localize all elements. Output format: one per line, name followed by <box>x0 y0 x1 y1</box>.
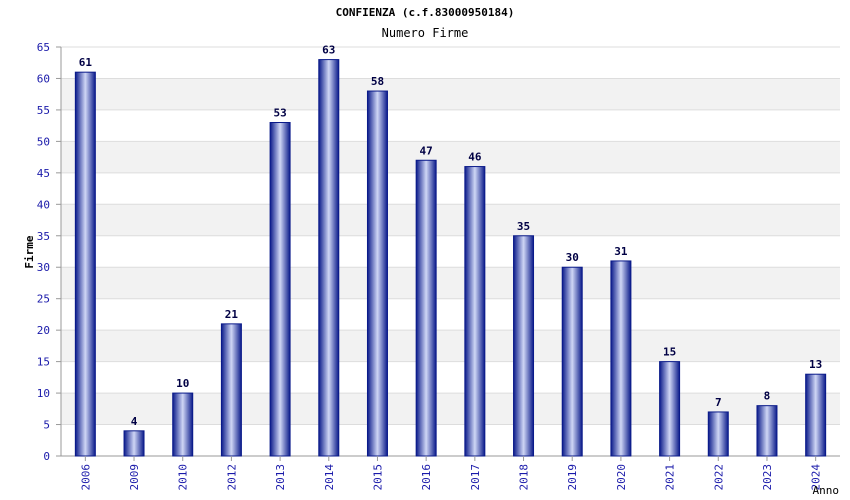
bar-2024 <box>805 373 827 457</box>
x-tick-label-2009: 2009 <box>128 464 141 491</box>
bar-2010 <box>172 392 194 457</box>
bar-2016 <box>415 159 437 457</box>
value-label-2021: 15 <box>663 346 676 359</box>
x-tick-label-2017: 2017 <box>469 464 482 491</box>
value-label-2018: 35 <box>517 220 530 233</box>
x-tick-label-2022: 2022 <box>712 464 725 491</box>
bar-2014 <box>318 59 340 457</box>
grid-band <box>61 204 840 236</box>
chart-subtitle: Numero Firme <box>381 26 469 40</box>
gridlines <box>61 46 840 457</box>
y-tick-label: 5 <box>43 419 50 432</box>
grid-band <box>61 78 840 110</box>
value-label-2022: 7 <box>715 396 722 409</box>
value-label-2006: 61 <box>79 56 93 69</box>
grid-band <box>61 267 840 299</box>
x-tick-labels: 2006 2009 2010 2012 2013 2014 2015 2016 2017 2018… <box>79 456 823 491</box>
chart-title: CONFIENZA (c.f.83000950184) <box>335 6 515 19</box>
x-tick-label-2006: 2006 <box>79 464 92 491</box>
x-tick-label-2016: 2016 <box>420 464 433 491</box>
value-label-2024: 13 <box>809 358 822 371</box>
bar-2006 <box>74 71 96 457</box>
bars <box>74 59 827 457</box>
bar-2009 <box>123 430 145 457</box>
x-tick-label-2021: 2021 <box>664 464 677 491</box>
value-labels: 61 4 10 21 53 63 58 47 46 35 30 31 15 7 8 13 <box>79 44 823 428</box>
x-tick-label-2012: 2012 <box>225 464 238 491</box>
y-tick-label: 25 <box>37 293 50 306</box>
y-tick-label: 20 <box>37 324 50 337</box>
value-label-2015: 58 <box>371 75 384 88</box>
bar-2023 <box>756 405 778 457</box>
y-tick-label: 55 <box>37 104 50 117</box>
y-axis-title: Firme <box>23 235 36 268</box>
y-tick-label: 50 <box>37 135 50 148</box>
y-tick-label: 15 <box>37 356 50 369</box>
value-label-2019: 30 <box>566 251 579 264</box>
x-tick-label-2023: 2023 <box>761 464 774 491</box>
value-label-2013: 53 <box>273 107 286 120</box>
value-label-2020: 31 <box>614 245 628 258</box>
bar-2018 <box>513 235 535 457</box>
bar-2019 <box>561 266 583 457</box>
x-axis-title: Anno <box>813 484 840 497</box>
y-tick-label: 65 <box>37 41 50 54</box>
bar-2015 <box>366 90 388 457</box>
bar-2022 <box>707 411 729 457</box>
y-tick-label: 35 <box>37 230 50 243</box>
y-tick-label: 0 <box>43 450 50 463</box>
grid-band <box>61 141 840 173</box>
y-tick-label: 10 <box>37 387 50 400</box>
y-tick-label: 40 <box>37 198 50 211</box>
value-label-2009: 4 <box>131 415 138 428</box>
value-label-2016: 47 <box>420 144 433 157</box>
x-tick-label-2019: 2019 <box>566 464 579 491</box>
x-tick-label-2010: 2010 <box>177 464 190 491</box>
y-tick-label: 30 <box>37 261 50 274</box>
background-bands <box>61 78 840 425</box>
bar-2020 <box>610 260 632 457</box>
x-tick-label-2014: 2014 <box>323 464 336 491</box>
y-tick-label: 60 <box>37 72 50 85</box>
bar-2013 <box>269 122 291 457</box>
bar-2021 <box>659 361 681 457</box>
bar-2017 <box>464 166 486 457</box>
x-tick-label-2013: 2013 <box>274 464 287 491</box>
value-label-2012: 21 <box>225 308 239 321</box>
value-label-2014: 63 <box>322 44 335 57</box>
y-tick-label: 45 <box>37 167 50 180</box>
value-label-2023: 8 <box>764 390 771 403</box>
y-tick-labels: 0 5 10 15 20 25 30 35 40 45 50 55 60 65 <box>37 41 61 463</box>
x-tick-label-2024: 2024 <box>810 464 823 491</box>
bar-2012 <box>220 323 242 457</box>
x-tick-label-2018: 2018 <box>518 464 531 491</box>
x-tick-label-2020: 2020 <box>615 464 628 491</box>
x-tick-label-2015: 2015 <box>371 464 384 491</box>
value-label-2010: 10 <box>176 377 189 390</box>
grid-band <box>61 330 840 362</box>
value-label-2017: 46 <box>468 151 482 164</box>
